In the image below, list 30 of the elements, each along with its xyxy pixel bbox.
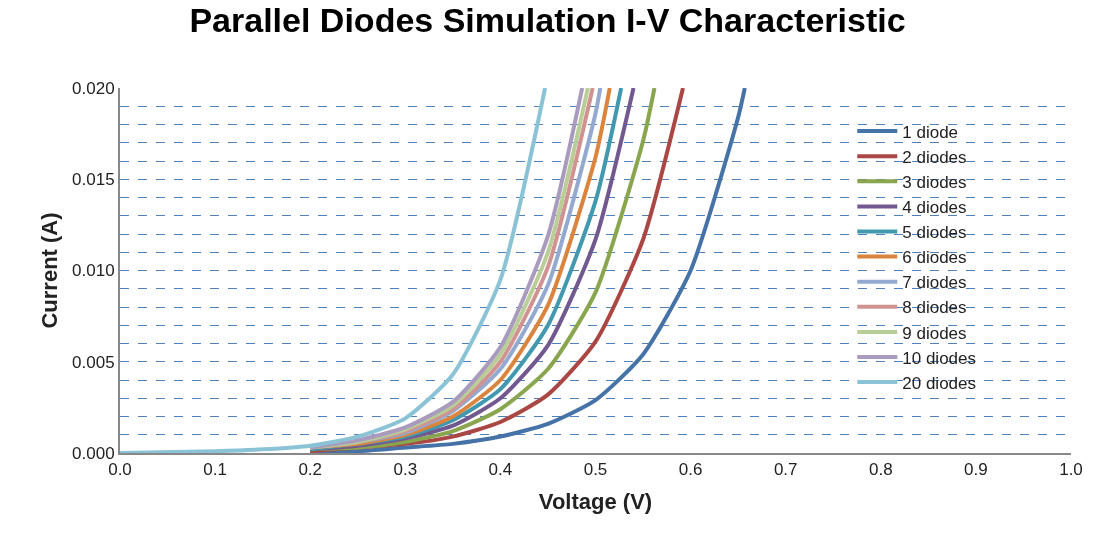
legend-label: 6 diodes [902, 248, 967, 268]
y-tick-label: 0.015 [72, 170, 115, 190]
x-tick-label: 0.2 [298, 460, 323, 480]
legend-label: 10 diodes [902, 348, 976, 368]
legend-label: 1 diode [902, 122, 959, 142]
legend-label: 20 diodes [902, 373, 976, 393]
y-tick-label: 0.000 [72, 443, 115, 463]
chart-title: Parallel Diodes Simulation I-V Characteristic [189, 1, 906, 40]
x-tick-label: 0.7 [773, 460, 798, 480]
x-tick-label: 1.0 [1059, 460, 1083, 480]
x-tick-label: 0.6 [678, 460, 703, 480]
legend-label: 5 diodes [902, 223, 967, 243]
x-tick-label: 0.9 [964, 460, 988, 480]
legend-label: 3 diodes [902, 172, 967, 192]
y-tick-label: 0.005 [72, 352, 115, 372]
x-tick-label: 0.4 [488, 460, 513, 480]
legend-label: 7 diodes [902, 273, 967, 293]
x-axis-title: Voltage (V) [538, 488, 653, 514]
legend-label: 4 diodes [902, 198, 967, 218]
legend-label: 2 diodes [902, 147, 967, 167]
y-axis-title: Current (A) [37, 212, 63, 329]
y-tick-label: 0.010 [72, 261, 115, 281]
x-tick-label: 0.1 [203, 460, 227, 480]
x-tick-label: 0.3 [393, 460, 418, 480]
x-tick-label: 0.5 [583, 460, 608, 480]
x-tick-label: 0.8 [868, 460, 893, 480]
y-tick-label: 0.020 [72, 78, 115, 98]
x-tick-label: 0.0 [108, 460, 132, 480]
legend-label: 9 diodes [902, 323, 967, 343]
legend-label: 8 diodes [902, 298, 967, 318]
